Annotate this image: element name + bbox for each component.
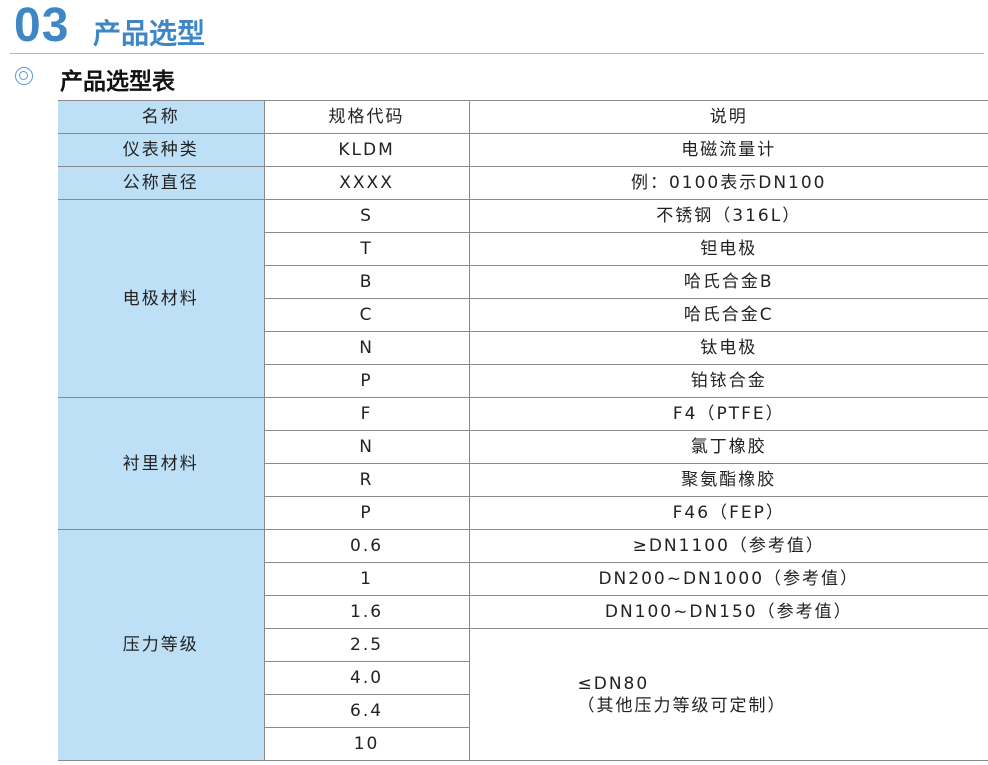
code-cell: B	[263, 265, 469, 299]
section-title: 产品选型	[93, 17, 206, 50]
code-cell: N	[263, 331, 469, 365]
table-row: 仪表种类 KLDM 电磁流量计	[58, 133, 988, 167]
header-code: 规格代码	[263, 100, 469, 134]
table-row: P F46（FEP）	[58, 496, 988, 530]
description-cell: 不锈钢（316L）	[468, 199, 988, 233]
code-cell: 10	[263, 727, 469, 761]
table-row: B 哈氏合金B	[58, 265, 988, 299]
selection-table: 名称 规格代码 说明 仪表种类 KLDM 电磁流量计 公称直径 XXXX 例：0100表示…	[58, 100, 988, 761]
group-name: 公称直径	[58, 166, 265, 200]
header-name: 名称	[58, 100, 265, 134]
double-circle-icon	[15, 67, 33, 85]
code-cell: XXXX	[263, 166, 469, 200]
description-cell: 氯丁橡胶	[468, 430, 988, 464]
table-row: P 铂铱合金	[58, 364, 988, 398]
code-cell: P	[263, 364, 469, 398]
description-cell: 钛电极	[468, 331, 988, 365]
table-row: 4.0	[58, 661, 988, 695]
group-name: 衬里材料	[58, 397, 265, 530]
header-desc: 说明	[468, 100, 988, 134]
group-name: 仪表种类	[58, 133, 265, 167]
table-row: 压力等级 0.6 ≥DN1100（参考值）	[58, 529, 988, 761]
description-cell: 例：0100表示DN100	[468, 166, 988, 200]
description-cell: F46（FEP）	[468, 496, 988, 530]
code-cell: R	[263, 463, 469, 497]
description-cell: DN200~DN1000（参考值）	[468, 562, 988, 596]
group-name: 电极材料	[58, 199, 265, 398]
code-cell: T	[263, 232, 469, 266]
table-row: C 哈氏合金C	[58, 298, 988, 332]
code-cell: 6.4	[263, 694, 469, 728]
table-row: 衬里材料 F F4（PTFE）	[58, 397, 988, 530]
description-cell: 聚氨酯橡胶	[468, 463, 988, 497]
description-cell: 哈氏合金B	[468, 265, 988, 299]
table-header-row: 名称 规格代码 说明	[58, 100, 988, 134]
description-cell: 铂铱合金	[468, 364, 988, 398]
divider	[10, 53, 984, 54]
code-cell: 1	[263, 562, 469, 596]
description-cell: F4（PTFE）	[468, 397, 988, 431]
table-row: 2.5 ≤DN80 （其他压力等级可定制）	[58, 628, 988, 761]
table-row: 1.6 DN100~DN150（参考值）	[58, 595, 988, 629]
description-cell: DN100~DN150（参考值）	[468, 595, 988, 629]
table-row: R 聚氨酯橡胶	[58, 463, 988, 497]
code-cell: S	[263, 199, 469, 233]
table-row: T 钽电极	[58, 232, 988, 266]
table-row: 电极材料 S 不锈钢（316L）	[58, 199, 988, 398]
code-cell: F	[263, 397, 469, 431]
code-cell: 4.0	[263, 661, 469, 695]
code-cell: C	[263, 298, 469, 332]
description-cell: 电磁流量计	[468, 133, 988, 167]
code-cell: 0.6	[263, 529, 469, 563]
code-cell: KLDM	[263, 133, 469, 167]
table-row: 10	[58, 727, 988, 761]
description-cell: 哈氏合金C	[468, 298, 988, 332]
description-cell: ≥DN1100（参考值）	[468, 529, 988, 563]
code-cell: 2.5	[263, 628, 469, 662]
code-cell: N	[263, 430, 469, 464]
description-cell: 钽电极	[468, 232, 988, 266]
table-row: 公称直径 XXXX 例：0100表示DN100	[58, 166, 988, 200]
table-row: N 氯丁橡胶	[58, 430, 988, 464]
table-title: 产品选型表	[60, 69, 175, 95]
group-name: 压力等级	[58, 529, 265, 761]
section-number: 03	[14, 0, 70, 52]
code-cell: P	[263, 496, 469, 530]
code-cell: 1.6	[263, 595, 469, 629]
description-cell: ≤DN80 （其他压力等级可定制）	[468, 628, 988, 761]
